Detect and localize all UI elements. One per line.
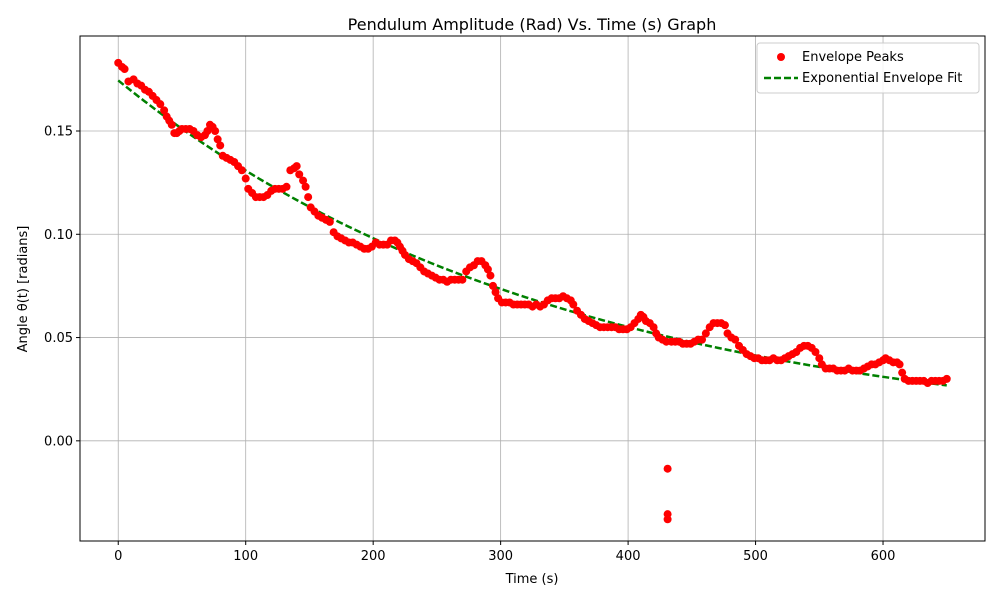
envelope-peak-point (241, 174, 250, 183)
envelope-peak-point (160, 106, 169, 115)
envelope-peak-point (295, 170, 304, 179)
legend-marker-envelope-peaks (777, 53, 785, 61)
envelope-peak-point (325, 217, 334, 226)
x-tick-label: 400 (616, 549, 641, 564)
legend-label-fit-line: Exponential Envelope Fit (802, 71, 962, 86)
envelope-peak-point (569, 300, 578, 309)
x-axis-label: Time (s) (505, 572, 559, 587)
envelope-peak-point (486, 271, 495, 280)
envelope-peak-point (237, 166, 246, 175)
legend-label-envelope-peaks: Envelope Peaks (802, 50, 904, 65)
plot-area-frame (79, 35, 986, 542)
x-axis-ticks: 0 100 200 300 400 500 600 (114, 541, 895, 564)
envelope-peak-point (156, 100, 165, 109)
y-axis-ticks: 0.00 0.05 0.10 0.15 (44, 125, 80, 449)
x-tick-label: 600 (871, 549, 896, 564)
envelope-peak-point (811, 348, 820, 357)
chart-title: Pendulum Amplitude (Rad) Vs. Time (s) Gr… (348, 15, 717, 34)
exponential-fit-line (117, 79, 947, 387)
envelope-peak-point (898, 368, 907, 377)
y-tick-label: 0.00 (44, 434, 73, 449)
x-tick-label: 500 (743, 549, 768, 564)
envelope-peak-point (942, 374, 951, 383)
envelope-peak-point (815, 354, 824, 363)
envelope-peak-point (458, 275, 467, 284)
envelope-peak-point (120, 65, 129, 74)
envelope-peak-point (299, 176, 308, 185)
envelope-peak-point (663, 464, 672, 473)
fit-line-layer (117, 79, 947, 387)
x-tick-label: 300 (488, 549, 513, 564)
y-tick-label: 0.05 (44, 331, 73, 346)
envelope-peak-point (698, 335, 707, 344)
envelope-peak-point (488, 281, 497, 290)
y-axis-label: Angle θ(t) [radians] (16, 226, 31, 353)
y-tick-label: 0.15 (44, 125, 73, 140)
envelope-peak-point (216, 141, 225, 150)
x-tick-label: 100 (233, 549, 258, 564)
x-tick-label: 200 (361, 549, 386, 564)
envelope-peak-point (701, 329, 710, 338)
envelope-peak-point (282, 182, 291, 191)
envelope-peak-point (663, 515, 672, 524)
envelope-peak-point (301, 182, 310, 191)
legend-box (756, 42, 980, 94)
grid (80, 36, 985, 541)
envelope-peak-point (649, 323, 658, 332)
envelope-peak-point (491, 288, 500, 297)
envelope-peak-point (213, 135, 222, 144)
envelope-peak-point (304, 193, 313, 202)
envelope-peak-point (483, 265, 492, 274)
y-tick-label: 0.10 (44, 228, 73, 243)
envelope-peak-point (211, 127, 220, 136)
envelope-peak-point (895, 360, 904, 369)
envelope-peak-point (731, 335, 740, 344)
envelope-peak-point (720, 321, 729, 330)
data-points-layer (114, 58, 951, 524)
x-tick-label: 0 (114, 549, 122, 564)
legend: Envelope Peaks Exponential Envelope Fit (756, 42, 980, 94)
envelope-peak-point (167, 120, 176, 129)
envelope-peak-point (292, 162, 301, 171)
